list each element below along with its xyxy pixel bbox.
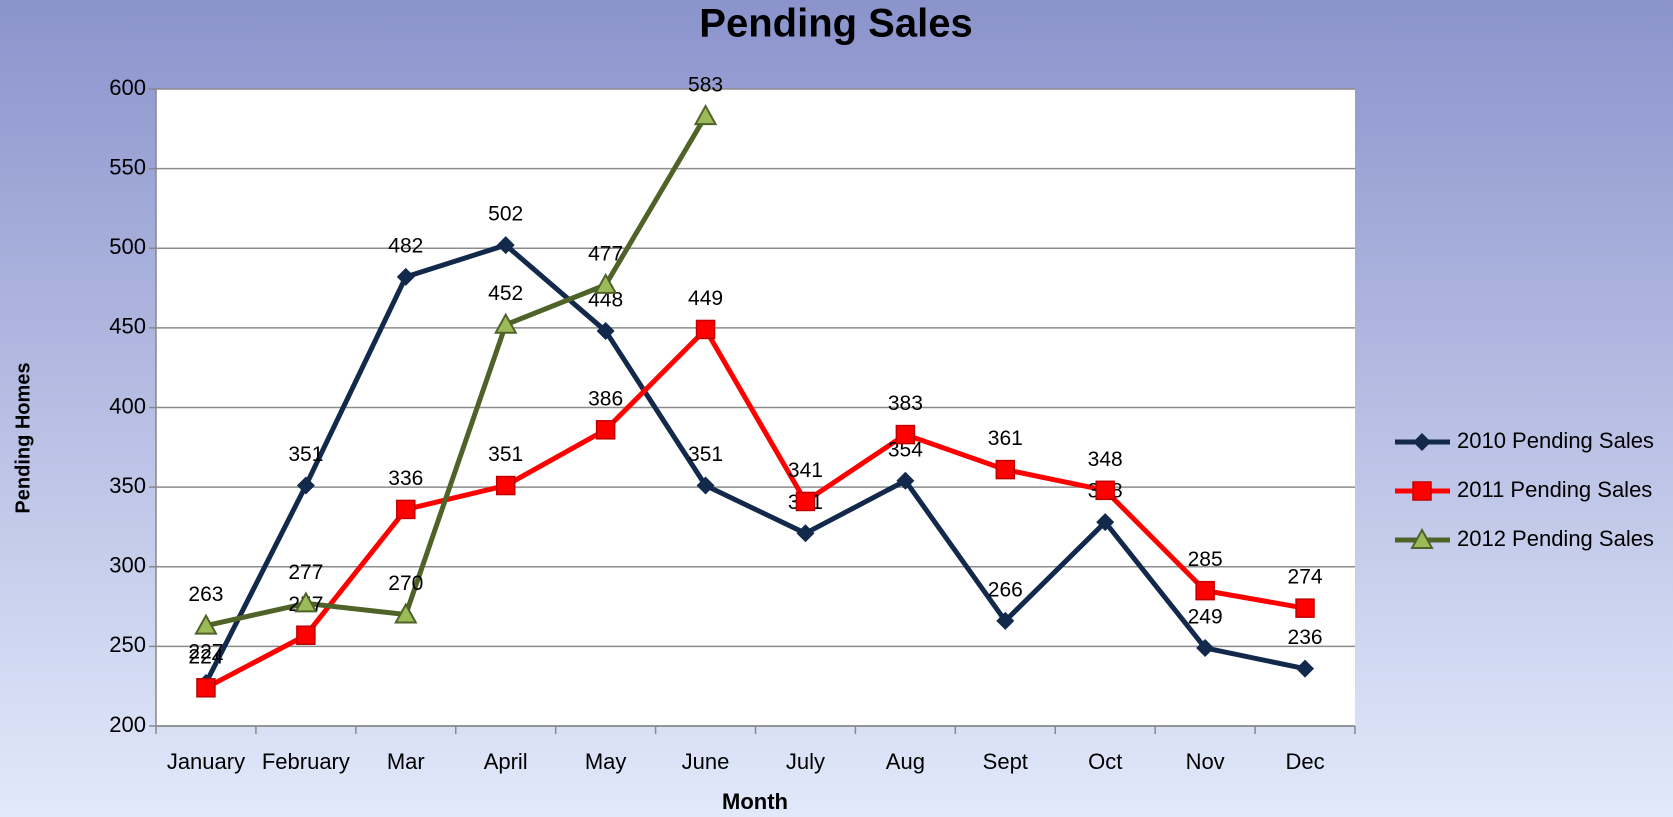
y-tick-label: 450 — [109, 314, 146, 339]
x-tick-label: Dec — [1285, 749, 1324, 774]
data-point — [1295, 598, 1315, 618]
legend-label: 2011 Pending Sales — [1457, 477, 1652, 502]
data-point — [296, 625, 316, 645]
data-point — [996, 611, 1015, 630]
data-point — [296, 476, 315, 495]
data-point — [1095, 480, 1115, 501]
data-point — [995, 459, 1016, 480]
series-line — [203, 242, 1306, 685]
legend-label: 2010 Pending Sales — [1457, 428, 1654, 453]
data-point — [595, 420, 616, 440]
data-label: 502 — [488, 203, 523, 226]
x-axis-label: Month — [722, 789, 788, 814]
y-tick-label: 400 — [109, 393, 146, 418]
x-tick-label: Aug — [886, 749, 925, 774]
data-point — [596, 322, 615, 341]
data-label: 583 — [688, 74, 723, 97]
data-label: 452 — [488, 282, 523, 305]
data-label: 224 — [188, 645, 223, 668]
data-label: 351 — [488, 443, 523, 466]
series-line — [205, 114, 708, 629]
data-label: 448 — [588, 289, 623, 312]
data-point — [593, 272, 618, 294]
data-point — [494, 312, 518, 334]
data-label: 348 — [1088, 448, 1123, 471]
y-tick-label: 300 — [109, 553, 146, 578]
data-point — [396, 499, 416, 520]
series-line — [204, 326, 1306, 690]
data-point — [895, 424, 916, 445]
legend-marker — [1412, 481, 1432, 501]
x-tick-label: April — [484, 749, 528, 774]
y-axis-label: Pending Homes — [12, 362, 34, 513]
data-label: 249 — [1188, 606, 1223, 629]
data-point — [896, 471, 915, 490]
legend-label: 2012 Pending Sales — [1457, 526, 1654, 551]
data-label: 263 — [188, 583, 223, 606]
data-label: 277 — [288, 561, 323, 584]
data-point — [1096, 513, 1115, 532]
y-tick-label: 250 — [109, 632, 146, 657]
x-tick-label: July — [786, 749, 825, 774]
data-label: 449 — [688, 287, 723, 310]
data-label: 482 — [388, 234, 423, 257]
data-label: 236 — [1288, 626, 1323, 649]
data-label: 386 — [588, 387, 623, 410]
data-point — [496, 236, 515, 255]
data-point — [1196, 638, 1215, 657]
x-tick-label: Mar — [387, 749, 425, 774]
y-tick-label: 350 — [109, 473, 146, 498]
data-label: 336 — [388, 467, 423, 490]
data-label: 477 — [588, 242, 623, 265]
data-label: 274 — [1288, 566, 1323, 589]
data-point — [693, 104, 718, 126]
x-tick-label: February — [262, 749, 350, 774]
x-tick-label: Sept — [983, 749, 1028, 774]
legend-marker — [1413, 433, 1431, 451]
data-label: 351 — [288, 443, 323, 466]
data-point — [796, 524, 815, 543]
y-tick-label: 600 — [109, 75, 146, 100]
data-label: 266 — [988, 578, 1023, 601]
data-point — [196, 678, 216, 698]
x-tick-label: June — [682, 749, 730, 774]
y-tick-label: 500 — [109, 234, 146, 259]
data-point — [1296, 659, 1315, 678]
y-tick-label: 550 — [109, 154, 146, 179]
data-point — [695, 319, 716, 340]
data-label: 341 — [788, 459, 823, 482]
x-tick-label: Oct — [1088, 749, 1122, 774]
data-label: 351 — [688, 443, 723, 466]
data-label: 270 — [388, 572, 423, 595]
data-point — [795, 491, 816, 512]
legend-marker — [1410, 527, 1434, 549]
data-label: 227 — [188, 641, 223, 664]
chart-title: Pending Sales — [699, 2, 972, 46]
data-point — [394, 602, 418, 624]
data-point — [294, 591, 318, 613]
data-label: 361 — [988, 427, 1023, 450]
data-point — [194, 613, 218, 635]
data-point — [1195, 580, 1215, 601]
x-tick-label: Nov — [1186, 749, 1225, 774]
data-label: 285 — [1188, 548, 1223, 571]
data-point — [696, 476, 715, 495]
y-tick-label: 200 — [109, 712, 146, 737]
x-tick-label: May — [585, 749, 627, 774]
data-point — [495, 475, 516, 496]
x-tick-label: January — [167, 749, 245, 774]
data-point — [396, 267, 415, 286]
data-label: 383 — [888, 392, 923, 415]
